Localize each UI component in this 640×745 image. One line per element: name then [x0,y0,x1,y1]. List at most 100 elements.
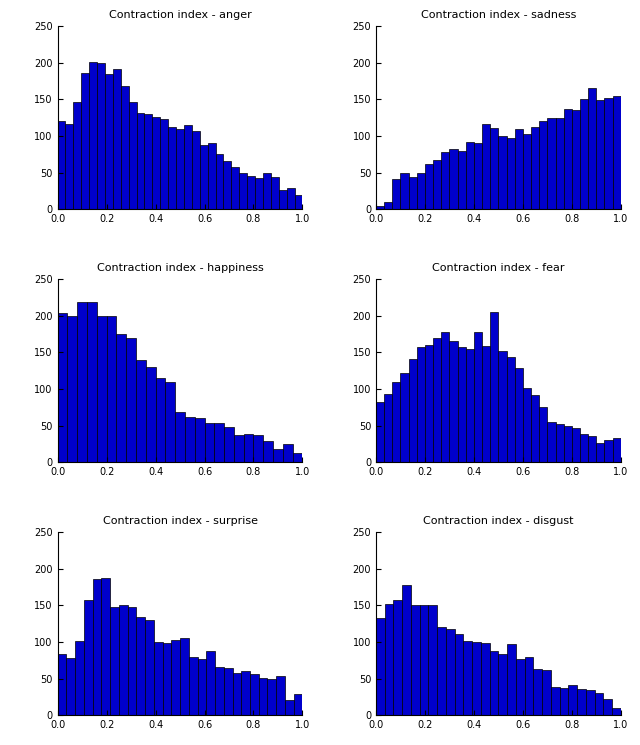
Bar [101,578,110,715]
Bar [58,121,65,209]
Bar [273,449,283,463]
Bar [411,605,420,715]
Bar [84,600,93,715]
Bar [247,177,255,209]
Bar [250,674,259,715]
Bar [232,167,239,209]
Title: Contraction index - sadness: Contraction index - sadness [420,10,576,19]
Bar [433,159,441,209]
Bar [77,302,87,463]
Bar [516,659,525,715]
Bar [408,359,417,463]
Bar [152,117,160,209]
Bar [612,708,621,715]
Bar [279,190,287,209]
Bar [515,130,523,209]
Bar [428,605,437,715]
Bar [154,642,163,715]
Bar [556,424,564,463]
Bar [463,641,472,715]
Bar [253,435,263,463]
Bar [208,142,216,209]
Bar [542,670,551,715]
Bar [127,606,136,715]
Bar [224,668,232,715]
Bar [385,603,394,715]
Bar [490,312,499,463]
Bar [121,86,129,209]
Bar [75,641,84,715]
Bar [437,627,446,715]
Bar [425,164,433,209]
Bar [507,644,516,715]
Bar [268,679,276,715]
Bar [596,443,604,463]
Bar [119,605,127,715]
Bar [612,95,621,209]
Bar [184,125,192,209]
Bar [294,194,303,209]
Bar [433,337,441,463]
Bar [87,302,97,463]
Bar [58,654,67,715]
Bar [376,402,384,463]
Bar [255,178,263,209]
Bar [384,394,392,463]
Bar [392,381,401,463]
Bar [525,657,533,715]
Bar [596,100,604,209]
Bar [547,118,556,209]
Bar [481,644,490,715]
Bar [604,440,612,463]
Bar [588,436,596,463]
Bar [136,617,145,715]
Bar [67,658,75,715]
Bar [136,112,145,209]
Bar [458,151,466,209]
Bar [294,694,303,715]
Bar [81,73,89,209]
Bar [67,316,77,463]
Bar [234,435,244,463]
Bar [206,651,215,715]
Title: Contraction index - anger: Contraction index - anger [109,10,252,19]
Bar [580,434,588,463]
Bar [523,134,531,209]
Bar [224,427,234,463]
Bar [425,345,433,463]
Bar [612,438,621,463]
Bar [533,669,542,715]
Bar [580,99,588,209]
Bar [287,188,294,209]
Bar [466,349,474,463]
Bar [376,206,384,209]
Bar [572,110,580,209]
Bar [136,360,146,463]
Bar [417,174,425,209]
Bar [200,145,208,209]
Bar [474,142,482,209]
Bar [454,634,463,715]
Bar [568,685,577,715]
Bar [472,642,481,715]
Bar [129,101,136,209]
Bar [564,425,572,463]
Bar [74,101,81,209]
Bar [506,138,515,209]
Bar [105,74,113,209]
Bar [239,173,247,209]
Bar [595,693,604,715]
Title: Contraction index - fear: Contraction index - fear [432,263,564,273]
Bar [165,382,175,463]
Bar [506,358,515,463]
Bar [175,413,185,463]
Bar [490,128,499,209]
Bar [214,423,224,463]
Bar [401,372,408,463]
Bar [466,142,474,209]
Bar [547,422,556,463]
Bar [93,579,101,715]
Bar [441,332,449,463]
Bar [394,600,402,715]
Bar [449,341,458,463]
